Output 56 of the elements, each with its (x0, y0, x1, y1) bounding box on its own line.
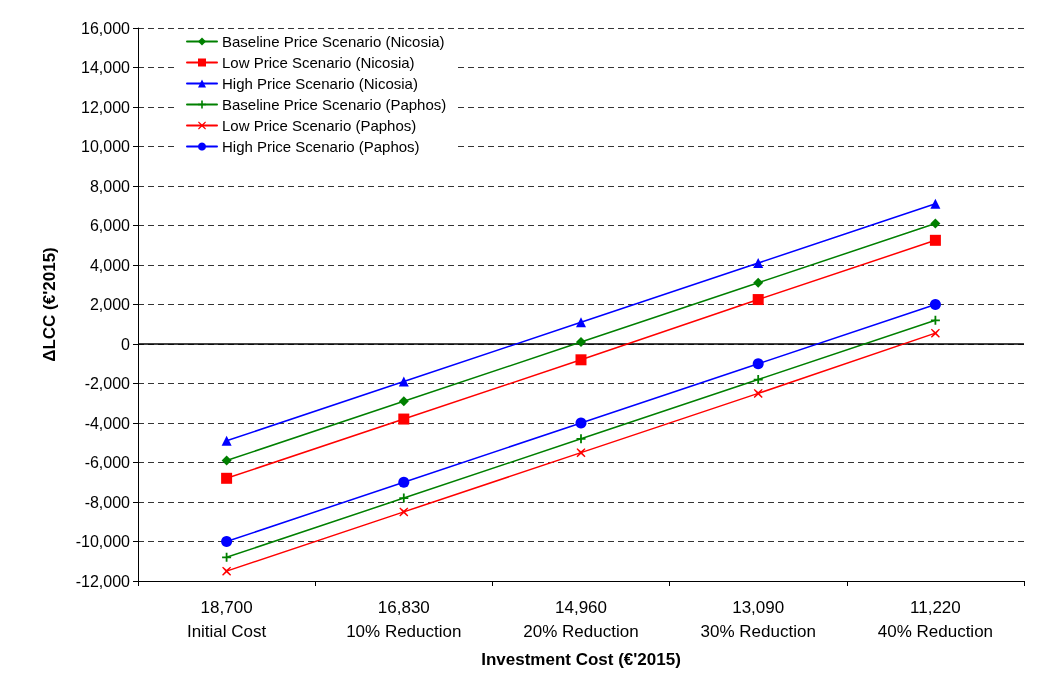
point (753, 258, 764, 269)
point (575, 417, 587, 429)
legend-label: Low Price Scenario (Nicosia) (222, 54, 415, 71)
y-tick-label: 4,000 (89, 256, 131, 274)
point (221, 455, 232, 466)
y-tick-label: -6,000 (84, 454, 131, 471)
x-tick-label: 11,220 40% Reduction (877, 597, 994, 641)
y-tick-label: -10,000 (75, 533, 131, 550)
point (398, 376, 409, 387)
point (929, 299, 941, 310)
point (753, 388, 763, 398)
point (752, 294, 764, 306)
x-tick-label: 18,700 Initial Cost (186, 597, 267, 641)
y-tick-label: 0 (121, 335, 131, 353)
y-tick-label: -4,000 (84, 414, 131, 432)
y-tick-label: 8,000 (89, 177, 131, 195)
point (576, 337, 586, 348)
point (398, 476, 410, 488)
y-tick-label: 10,000 (81, 138, 131, 155)
y-tick-label: -2,000 (84, 375, 131, 392)
point (576, 434, 586, 444)
y-tick-label: 12,000 (81, 98, 131, 116)
point (576, 448, 586, 458)
point (752, 358, 764, 370)
point (398, 413, 410, 425)
y-tick-label: 14,000 (81, 59, 131, 76)
point (222, 552, 232, 562)
y-tick-label: -8,000 (84, 493, 131, 511)
point (930, 218, 941, 229)
y-tick-label: 6,000 (89, 217, 131, 234)
point (753, 277, 764, 288)
point (930, 328, 940, 338)
point (398, 396, 409, 407)
point (575, 354, 587, 366)
point (221, 536, 233, 547)
legend-label: Baseline Price Scenario (Paphos) (222, 96, 447, 113)
legend-label: High Price Scenario (Paphos) (222, 138, 420, 155)
x-tick-label: 14,960 20% Reduction (523, 597, 639, 641)
point (399, 507, 409, 517)
point (929, 234, 941, 246)
x-tick-label: 13,090 30% Reduction (700, 597, 816, 641)
legend-label: Baseline Price Scenario (Nicosia) (222, 33, 445, 50)
x-axis-title: Investment Cost (€'2015) (481, 650, 681, 669)
legend-label: Low Price Scenario (Paphos) (222, 117, 417, 134)
x-tick-label: 16,830 10% Reduction (346, 597, 462, 641)
y-axis-title: ΔLCC (€'2015) (40, 247, 59, 362)
y-tick-label: 2,000 (89, 296, 131, 313)
point (399, 493, 409, 503)
legend-label: High Price Scenario (Nicosia) (222, 75, 418, 92)
point (576, 317, 586, 328)
point (221, 472, 233, 484)
y-tick-label: 16,000 (81, 19, 131, 37)
point (222, 566, 232, 576)
point (221, 435, 232, 446)
point (930, 198, 941, 209)
y-tick-label: -12,000 (75, 572, 131, 590)
